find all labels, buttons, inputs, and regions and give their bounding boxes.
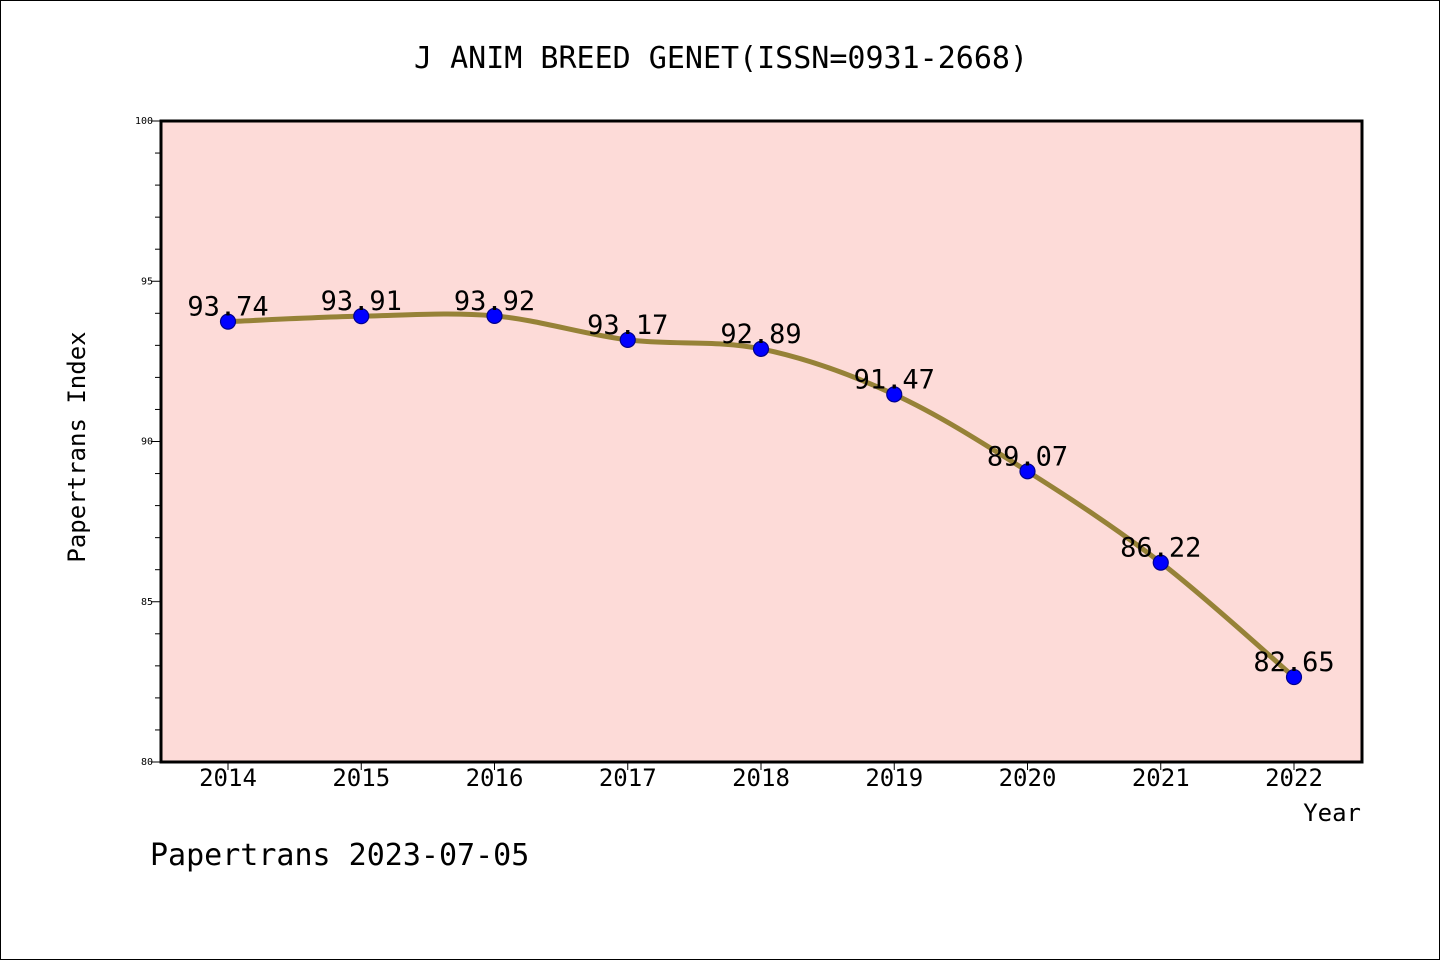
data-label: 86.22 [1120, 533, 1201, 564]
x-tick-label: 2020 [999, 764, 1057, 792]
series-line [225, 311, 1297, 680]
y-tick-label: 90 [141, 437, 153, 448]
chart-title: J ANIM BREED GENET(ISSN=0931-2668) [414, 41, 1028, 76]
y-tick-label: 80 [141, 757, 153, 768]
x-tick-label: 2019 [865, 764, 923, 792]
data-label: 93.74 [187, 292, 268, 323]
x-tick-label: 2014 [199, 764, 257, 792]
data-label: 91.47 [854, 364, 935, 395]
data-label: 93.17 [587, 310, 668, 341]
data-point [752, 340, 770, 357]
data-labels: 93.74 93.91 93.92 93.17 92.89 91.47 89.07 86.22… [187, 286, 1334, 678]
y-tick-label: 85 [141, 597, 153, 608]
x-axis-ticks: 2014 2015 2016 2017 2018 2019 2020 2021 2022 [199, 762, 1323, 792]
watermark-text: Papertrans 2023-07-05 [150, 838, 529, 873]
plot-frame [159, 119, 1364, 764]
data-point [619, 331, 636, 349]
data-point [353, 308, 370, 325]
data-point [1019, 463, 1036, 480]
x-tick-label: 2022 [1265, 764, 1323, 792]
data-point [486, 307, 503, 324]
y-axis-ticks: 80 85 90 95 100 [135, 116, 153, 768]
data-point [219, 313, 237, 330]
plot-area [161, 121, 1362, 762]
x-tick-label: 2018 [732, 764, 790, 792]
data-label: 93.91 [321, 286, 402, 317]
data-label: 89.07 [987, 441, 1068, 472]
data-point [1285, 668, 1303, 686]
y-axis-title: Papertrans Index [63, 331, 91, 562]
x-axis-title: Year [1303, 799, 1361, 827]
data-point [1152, 554, 1169, 571]
x-tick-label: 2017 [599, 764, 657, 792]
data-point [886, 386, 903, 403]
y-tick-label: 95 [141, 276, 153, 287]
x-tick-label: 2016 [466, 764, 524, 792]
series-layer [219, 307, 1303, 686]
x-tick-label: 2015 [332, 764, 390, 792]
x-tick-label: 2021 [1132, 764, 1190, 792]
data-label: 93.92 [454, 286, 535, 317]
y-tick-label: 100 [135, 116, 153, 127]
data-label: 82.65 [1253, 647, 1334, 678]
data-label: 92.89 [720, 319, 801, 350]
